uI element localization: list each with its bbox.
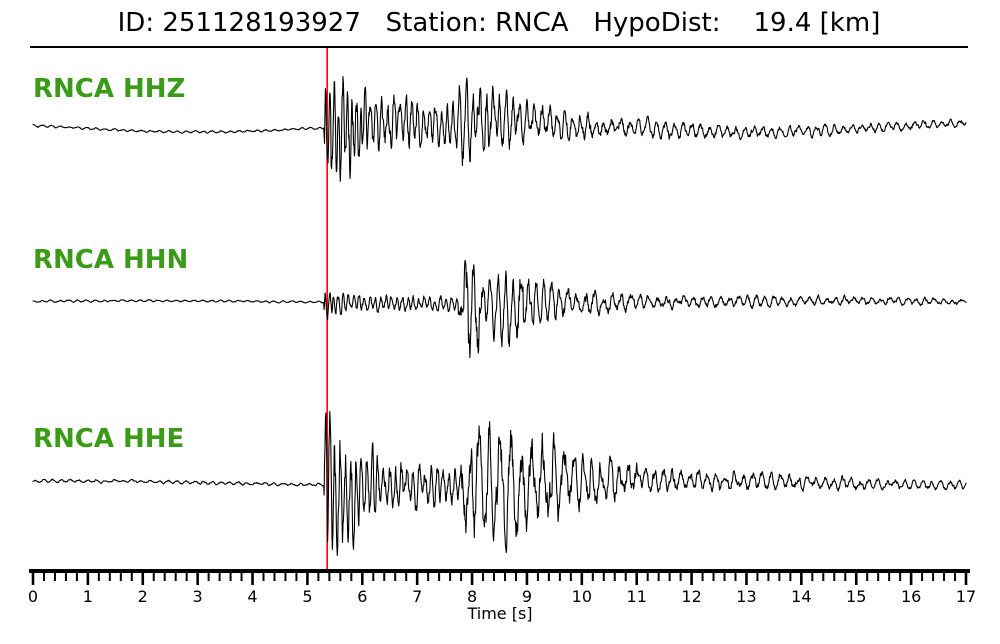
x-tick-label: 0: [28, 587, 38, 606]
x-tick-label: 6: [357, 587, 367, 606]
x-tick-label: 9: [522, 587, 532, 606]
x-tick-label: 14: [791, 587, 811, 606]
x-tick-label: 7: [412, 587, 422, 606]
x-tick-label: 15: [846, 587, 866, 606]
x-tick-label: 8: [467, 587, 477, 606]
waveform-hhn: [32, 259, 967, 359]
x-tick-label: 2: [138, 587, 148, 606]
x-tick-label: 10: [572, 587, 592, 606]
x-axis-title: Time [s]: [466, 604, 532, 623]
x-tick-label: 4: [247, 587, 257, 606]
x-tick-label: 13: [736, 587, 756, 606]
waveform-hhz: [32, 76, 967, 182]
x-tick-label: 11: [627, 587, 647, 606]
channel-label-hhn: RNCA HHN: [33, 245, 188, 275]
channel-label-hhe: RNCA HHE: [33, 424, 184, 454]
waveform-hhe: [32, 411, 967, 557]
x-tick-label: 16: [901, 587, 921, 606]
x-tick-label: 1: [83, 587, 93, 606]
plot-title: ID: 251128193927 Station: RNCA HypoDist:…: [118, 8, 881, 38]
x-tick-label: 17: [956, 587, 976, 606]
channel-label-hhz: RNCA HHZ: [33, 74, 185, 104]
x-tick-label: 5: [302, 587, 312, 606]
x-tick-label: 12: [681, 587, 701, 606]
x-tick-label: 3: [193, 587, 203, 606]
